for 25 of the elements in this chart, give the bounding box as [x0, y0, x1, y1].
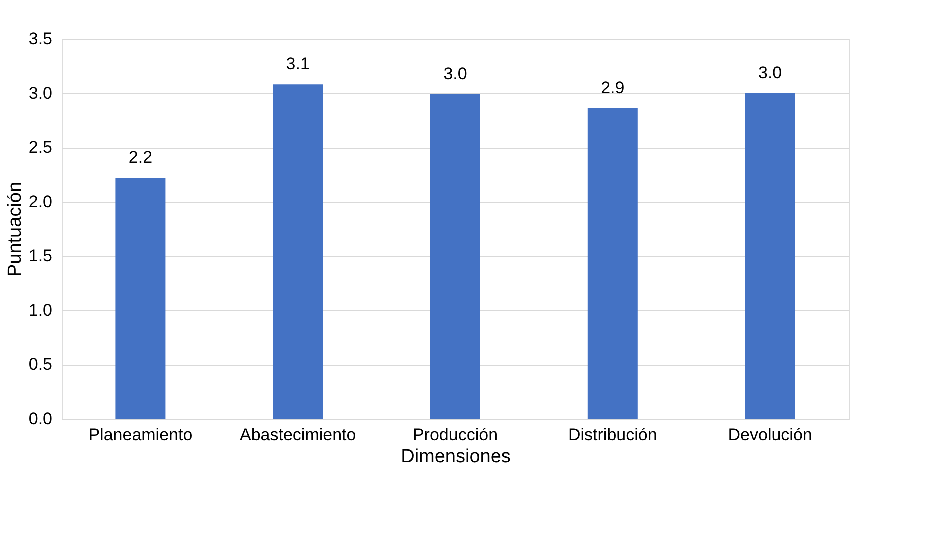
bar: [273, 84, 324, 419]
x-tick-label: Planeamiento: [88, 426, 193, 444]
bar: [588, 108, 638, 419]
data-label: 2.2: [128, 148, 153, 167]
data-label: 3.1: [286, 54, 310, 74]
x-tick-label: Abastecimiento: [240, 426, 356, 444]
x-tick-label: Devolución: [728, 426, 812, 444]
y-tick-label: 1.0: [28, 300, 52, 320]
data-label: 3.0: [758, 63, 782, 82]
y-axis-title: Puntuación: [4, 182, 26, 278]
x-tick-label: Producción: [412, 426, 498, 444]
y-tick-label: 3.0: [28, 84, 52, 103]
x-axis-title: Dimensiones: [401, 446, 511, 468]
y-tick-label: 2.5: [28, 138, 52, 158]
y-tick-label: 0.5: [28, 355, 52, 374]
data-label: 2.9: [601, 78, 625, 98]
data-label: 3.0: [444, 64, 468, 84]
bar: [745, 93, 796, 419]
y-tick-label: 3.5: [28, 30, 52, 48]
y-tick-label: 0.0: [28, 410, 52, 428]
x-tick-label: Distribución: [568, 426, 658, 444]
bar: [430, 94, 480, 419]
bar: [116, 178, 166, 419]
y-tick-label: 1.5: [28, 246, 52, 266]
y-tick-label: 2.0: [28, 192, 52, 212]
